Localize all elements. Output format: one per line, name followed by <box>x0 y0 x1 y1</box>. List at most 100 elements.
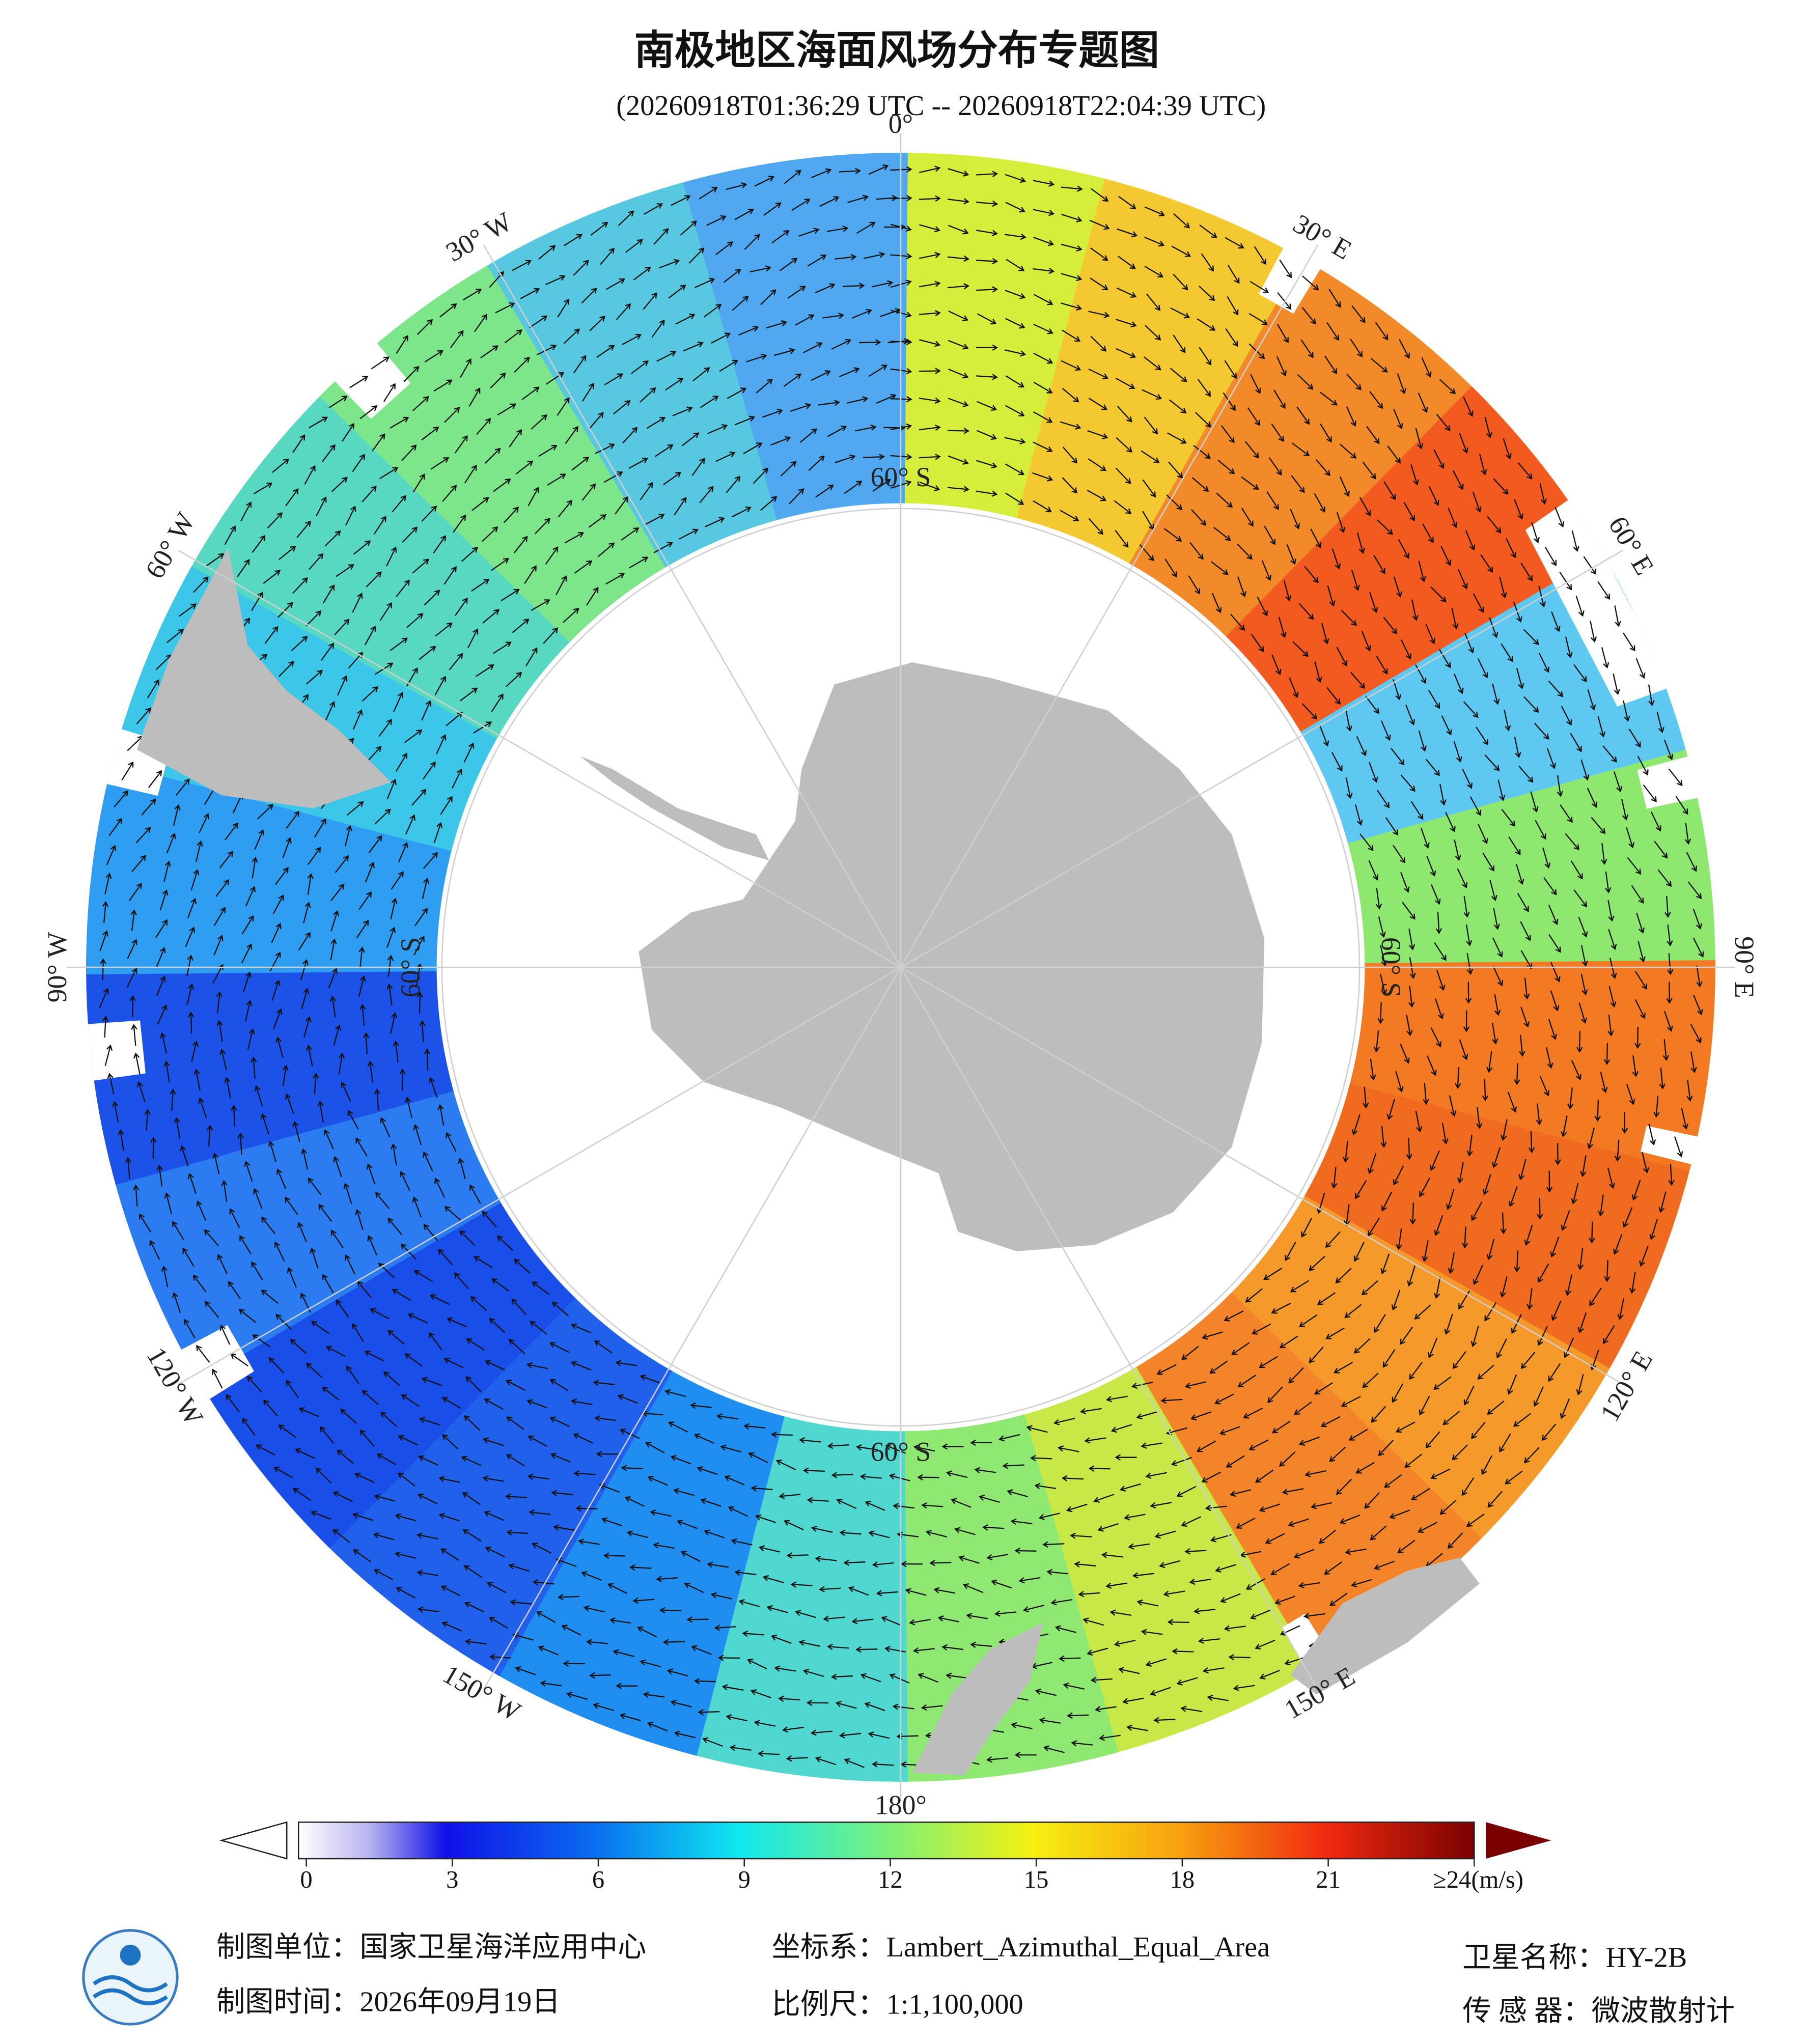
wind-arrow <box>1166 494 1183 511</box>
wind-arrow <box>1124 1514 1146 1521</box>
wind-arrow <box>1181 1346 1199 1360</box>
wind-arrow <box>453 514 466 533</box>
wind-arrow <box>1033 500 1052 513</box>
wind-arrow <box>303 1016 312 1038</box>
wind-arrow <box>495 302 515 314</box>
wind-arrow <box>826 226 849 232</box>
wind-arrow <box>823 1615 845 1622</box>
wind-arrow <box>100 958 106 981</box>
wind-arrow <box>1613 673 1620 695</box>
colorbar-tick-label: ≥24(m/s) <box>1433 1866 1523 1893</box>
wind-arrow <box>1354 804 1363 826</box>
wind-arrow <box>345 506 356 526</box>
wind-arrow <box>581 287 597 304</box>
wind-arrow <box>1561 706 1572 726</box>
wind-arrow <box>446 712 463 726</box>
wind-arrow <box>306 1044 313 1067</box>
wind-arrow <box>1466 1513 1485 1527</box>
wind-arrow <box>1314 661 1322 683</box>
wind-arrow <box>390 416 409 429</box>
wind-arrow <box>1070 1532 1092 1539</box>
wind-arrow <box>1271 1420 1291 1434</box>
wind-arrow <box>438 1513 460 1522</box>
wind-arrow <box>1638 941 1646 963</box>
wind-arrow <box>393 1040 400 1062</box>
wind-arrow <box>129 995 136 1018</box>
wind-arrow <box>1004 349 1026 357</box>
wind-arrow <box>1489 617 1498 638</box>
wind-arrow <box>563 234 583 246</box>
wind-arrow <box>1341 610 1357 626</box>
wind-arrow <box>605 278 625 290</box>
wind-arrow <box>392 1289 411 1301</box>
wind-arrow <box>686 1616 709 1623</box>
wind-arrow <box>700 1498 721 1507</box>
wind-arrow <box>273 1008 283 1029</box>
wind-arrow <box>198 1097 207 1118</box>
wind-arrow <box>1199 286 1215 301</box>
wind-arrow <box>1580 973 1588 996</box>
wind-arrow <box>311 1321 329 1334</box>
wind-arrow <box>1083 1617 1104 1626</box>
wind-arrow <box>253 482 273 494</box>
wind-arrow <box>589 1672 612 1679</box>
wind-arrow <box>156 1164 163 1187</box>
wind-arrow <box>303 902 311 923</box>
wind-arrow <box>482 526 498 542</box>
wind-arrow <box>156 975 166 996</box>
wind-arrow <box>933 1587 956 1594</box>
wind-arrow <box>1267 1386 1283 1404</box>
latitude-label: 60° S <box>395 937 426 998</box>
wind-arrow <box>1598 1194 1604 1217</box>
wind-arrow <box>139 1213 152 1233</box>
wind-arrow <box>1578 916 1588 938</box>
wind-arrow <box>1298 1314 1318 1327</box>
wind-arrow <box>375 1191 390 1210</box>
wind-arrow <box>449 653 463 670</box>
wind-arrow <box>1348 1429 1368 1441</box>
wind-arrow <box>261 1290 279 1304</box>
wind-arrow <box>562 607 579 623</box>
wind-arrow <box>163 860 171 882</box>
wind-arrow <box>491 693 504 713</box>
wind-arrow <box>1486 1239 1495 1261</box>
wind-arrow <box>316 496 327 517</box>
wind-arrow <box>815 1756 837 1766</box>
wind-arrow <box>1431 884 1441 905</box>
wind-arrow <box>1575 596 1585 617</box>
wind-arrow <box>802 1467 825 1474</box>
wind-arrow <box>440 796 453 815</box>
wind-arrow <box>417 1606 439 1613</box>
wind-arrow <box>245 886 256 907</box>
wind-arrow <box>1005 290 1026 299</box>
wind-arrow <box>421 700 432 721</box>
wind-arrow <box>947 428 970 434</box>
wind-arrow <box>574 560 593 574</box>
wind-arrow <box>528 487 539 507</box>
wind-arrow <box>1405 705 1416 725</box>
wind-arrow <box>1571 1183 1579 1205</box>
wind-arrow <box>787 286 806 299</box>
latitude-label: 60° S <box>871 462 931 492</box>
wind-arrow <box>413 1270 433 1282</box>
wind-arrow <box>1631 1180 1641 1201</box>
wind-arrow <box>1245 1288 1263 1303</box>
wind-arrow <box>640 1374 661 1384</box>
meridian <box>900 244 1319 968</box>
wind-arrow <box>596 1450 618 1458</box>
wind-arrow <box>783 373 802 387</box>
wind-arrow <box>1447 1532 1463 1549</box>
wind-arrow <box>460 687 478 702</box>
wind-arrow <box>492 641 512 654</box>
meridian <box>178 966 901 1385</box>
wind-arrow <box>774 1665 796 1672</box>
wind-arrow <box>251 1056 257 1079</box>
wind-arrow <box>1268 457 1282 476</box>
wind-arrow <box>1335 1268 1352 1284</box>
wind-arrow <box>1692 908 1702 930</box>
wind-arrow <box>387 1330 405 1345</box>
wind-arrow <box>966 1613 988 1619</box>
wind-arrow <box>228 1281 241 1300</box>
wind-arrow <box>225 822 238 841</box>
